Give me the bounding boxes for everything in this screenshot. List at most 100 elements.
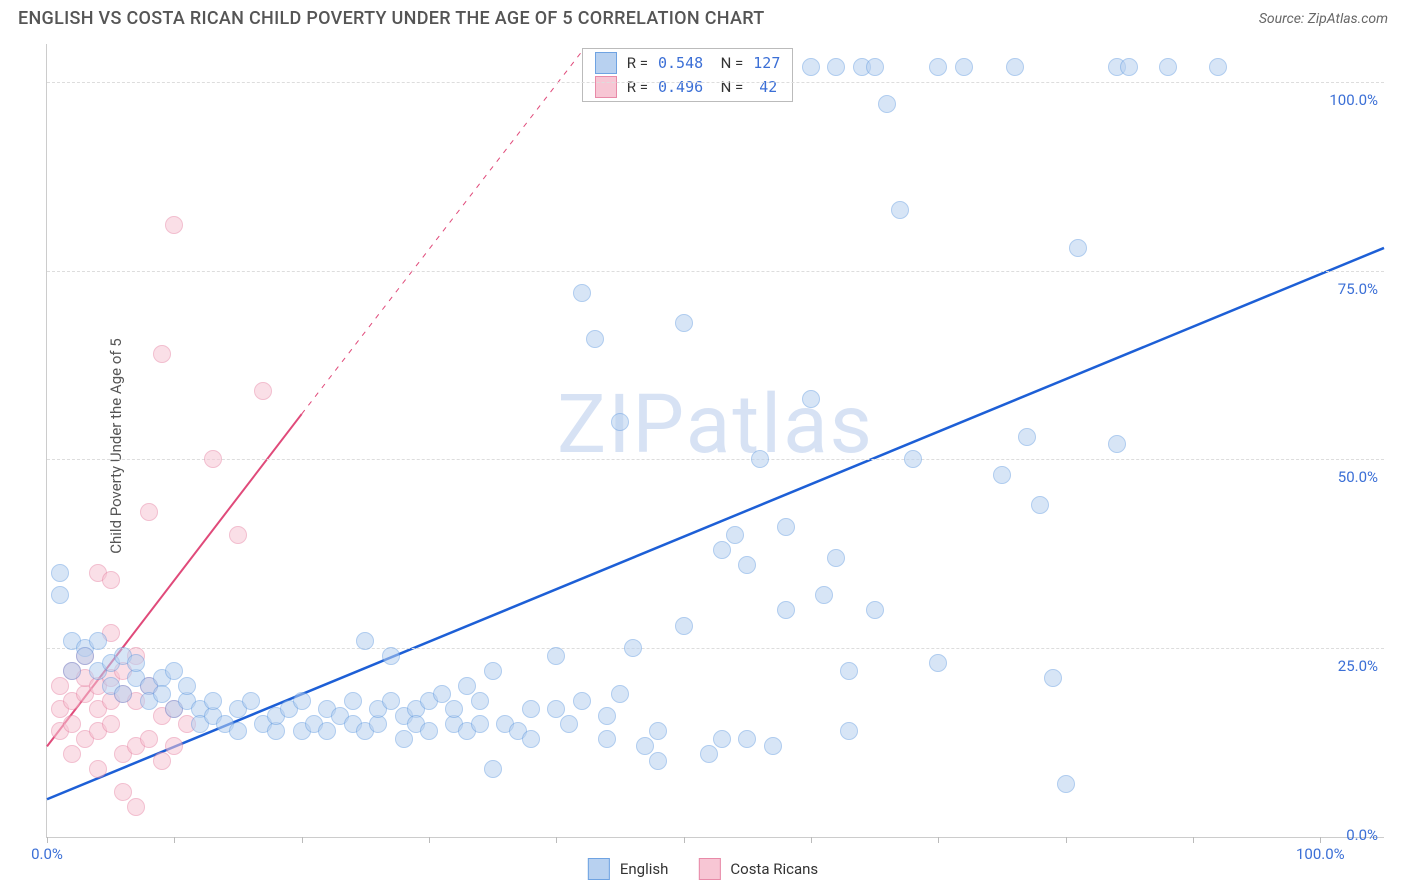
data-point-english <box>738 556 756 574</box>
data-point-english <box>649 722 667 740</box>
r-value-costa-ricans: 0.496 <box>658 78 703 96</box>
stats-row-costa-ricans: R = 0.496 N = 42 <box>583 75 793 99</box>
data-point-english <box>89 632 107 650</box>
data-point-costa-ricans <box>63 715 81 733</box>
data-point-english <box>1044 669 1062 687</box>
data-point-english <box>484 662 502 680</box>
legend-item-english: English <box>588 858 669 880</box>
data-point-english <box>242 692 260 710</box>
correlation-stats-box: R = 0.548 N = 127 R = 0.496 N = 42 <box>582 48 794 102</box>
swatch-costa-ricans <box>595 76 617 98</box>
r-label: R = <box>627 54 648 72</box>
data-point-english <box>395 730 413 748</box>
data-point-english <box>76 647 94 665</box>
data-point-english <box>827 58 845 76</box>
data-point-english <box>866 601 884 619</box>
data-point-english <box>63 662 81 680</box>
data-point-costa-ricans <box>165 216 183 234</box>
data-point-english <box>1108 435 1126 453</box>
x-tick-mark <box>47 837 48 843</box>
data-point-english <box>929 58 947 76</box>
grid-line <box>47 648 1384 649</box>
data-point-english <box>866 58 884 76</box>
data-point-english <box>344 692 362 710</box>
data-point-costa-ricans <box>165 737 183 755</box>
data-point-english <box>955 58 973 76</box>
x-tick-mark <box>938 837 939 843</box>
data-point-costa-ricans <box>254 382 272 400</box>
x-tick-mark <box>174 837 175 843</box>
data-point-english <box>433 685 451 703</box>
data-point-english <box>1209 58 1227 76</box>
data-point-english <box>153 685 171 703</box>
data-point-english <box>891 201 909 219</box>
data-point-english <box>51 564 69 582</box>
data-point-english <box>878 95 896 113</box>
data-point-costa-ricans <box>89 760 107 778</box>
data-point-english <box>382 692 400 710</box>
y-tick-label: 75.0% <box>1338 280 1378 298</box>
data-point-english <box>611 413 629 431</box>
data-point-english <box>700 745 718 763</box>
data-point-english <box>178 677 196 695</box>
x-tick-mark <box>1066 837 1067 843</box>
data-point-english <box>1120 58 1138 76</box>
x-tick-mark <box>556 837 557 843</box>
data-point-english <box>840 662 858 680</box>
x-tick-label: 0.0% <box>31 845 63 863</box>
n-label: N = <box>713 78 743 96</box>
data-point-english <box>1069 239 1087 257</box>
n-value-costa-ricans: 42 <box>753 78 777 96</box>
data-point-english <box>815 586 833 604</box>
data-point-english <box>204 692 222 710</box>
data-point-english <box>573 692 591 710</box>
data-point-costa-ricans <box>114 783 132 801</box>
y-tick-label: 50.0% <box>1338 468 1378 486</box>
data-point-english <box>738 730 756 748</box>
trend-line <box>302 52 582 415</box>
r-label: R = <box>627 78 648 96</box>
data-point-english <box>471 692 489 710</box>
data-point-english <box>675 617 693 635</box>
x-tick-mark <box>811 837 812 843</box>
data-point-english <box>636 737 654 755</box>
data-point-english <box>471 715 489 733</box>
chart-title: ENGLISH VS COSTA RICAN CHILD POVERTY UND… <box>18 8 765 29</box>
data-point-english <box>51 586 69 604</box>
data-point-costa-ricans <box>204 450 222 468</box>
stats-row-english: R = 0.548 N = 127 <box>583 51 793 75</box>
y-tick-label: 25.0% <box>1338 657 1378 675</box>
data-point-costa-ricans <box>140 730 158 748</box>
y-tick-label: 100.0% <box>1329 91 1378 109</box>
legend-label-costa-ricans: Costa Ricans <box>730 860 818 878</box>
data-point-english <box>777 601 795 619</box>
data-point-english <box>114 685 132 703</box>
x-tick-mark <box>1320 837 1321 843</box>
data-point-english <box>420 722 438 740</box>
data-point-english <box>624 639 642 657</box>
data-point-english <box>522 730 540 748</box>
data-point-english <box>713 730 731 748</box>
data-point-english <box>1006 58 1024 76</box>
x-tick-mark <box>302 837 303 843</box>
trend-line <box>47 248 1384 799</box>
data-point-english <box>1057 775 1075 793</box>
y-tick-label: 0.0% <box>1346 826 1378 844</box>
grid-line <box>47 271 1384 272</box>
data-point-english <box>522 700 540 718</box>
data-point-english <box>726 526 744 544</box>
data-point-english <box>611 685 629 703</box>
data-point-costa-ricans <box>127 798 145 816</box>
legend-item-costa-ricans: Costa Ricans <box>698 858 818 880</box>
data-point-english <box>598 707 616 725</box>
legend-label-english: English <box>620 860 669 878</box>
data-point-english <box>356 632 374 650</box>
legend-swatch-english <box>588 858 610 880</box>
data-point-english <box>560 715 578 733</box>
data-point-english <box>777 518 795 536</box>
data-point-english <box>458 677 476 695</box>
data-point-english <box>827 549 845 567</box>
data-point-english <box>993 466 1011 484</box>
data-point-english <box>764 737 782 755</box>
data-point-english <box>1159 58 1177 76</box>
